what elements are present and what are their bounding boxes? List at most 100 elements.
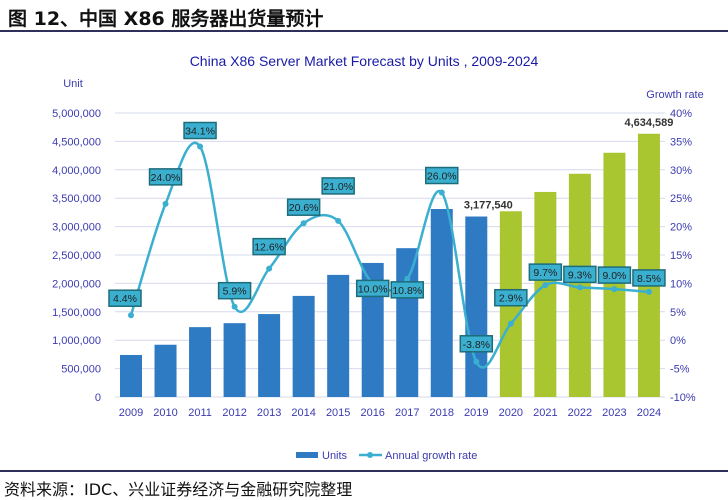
figure-title: 图 12、中国 X86 服务器出货量预计 — [8, 8, 324, 30]
bar-value-label: 3,177,540 — [464, 200, 513, 212]
x-tick-label: 2014 — [291, 407, 315, 419]
growth-label-box — [425, 166, 459, 185]
growth-label-box — [528, 263, 563, 281]
y2-tick-label: 25% — [670, 193, 692, 205]
growth-label: 9.3% — [568, 269, 592, 281]
chart-title: China X86 Server Market Forecast by Unit… — [190, 53, 539, 69]
bar-2010 — [154, 344, 177, 397]
x-tick-label: 2016 — [360, 407, 384, 419]
bar-2017 — [396, 248, 419, 397]
y-tick-label: 2,000,000 — [52, 278, 101, 290]
growth-point-2024 — [645, 288, 652, 295]
growth-point-2017 — [404, 275, 411, 282]
growth-label: -3.8% — [463, 339, 490, 351]
y2-tick-label: 40% — [670, 108, 692, 120]
y2-tick-label: -10% — [670, 392, 696, 404]
x-tick-label: 2019 — [464, 407, 488, 419]
growth-label-box — [217, 281, 252, 300]
growth-point-2021 — [542, 282, 549, 289]
growth-point-2020 — [507, 320, 514, 327]
growth-label: 26.0% — [427, 171, 457, 183]
bar-2015 — [327, 274, 350, 397]
chart: China X86 Server Market Forecast by Unit… — [52, 53, 704, 462]
x-tick-label: 2012 — [222, 407, 246, 419]
y-tick-label: 3,000,000 — [52, 222, 101, 234]
bar-2011 — [189, 327, 212, 397]
bar-2024 — [637, 133, 660, 397]
bar-2014 — [292, 295, 315, 397]
x-tick-label: 2018 — [430, 407, 454, 419]
y-tick-label: 0 — [95, 392, 101, 404]
growth-label-box — [390, 281, 424, 299]
growth-label-box — [459, 335, 494, 353]
growth-point-2012 — [231, 303, 238, 310]
y-tick-label: 5,000,000 — [52, 108, 101, 120]
growth-label: 24.0% — [151, 172, 181, 184]
x-tick-label: 2015 — [326, 407, 350, 419]
growth-point-2009 — [128, 312, 134, 319]
legend-units-label: Units — [322, 450, 348, 462]
title-divider — [0, 30, 728, 32]
growth-label: 9.0% — [602, 270, 626, 282]
growth-label: 8.5% — [637, 273, 661, 285]
growth-label-box — [355, 279, 390, 298]
bar-2018 — [430, 208, 453, 397]
source-note: 资料来源：IDC、兴业证券经济与金融研究院整理 — [4, 480, 353, 499]
y-tick-label: 1,000,000 — [52, 335, 101, 347]
source-divider — [0, 470, 728, 472]
y2-tick-label: 20% — [670, 222, 692, 234]
growth-label: 34.1% — [185, 126, 215, 138]
y2-tick-label: -5% — [670, 364, 690, 376]
growth-point-2022 — [576, 284, 583, 291]
legend-growth-marker — [367, 452, 373, 458]
growth-label: 5.9% — [223, 286, 247, 298]
growth-point-2011 — [197, 143, 204, 150]
y2-axis-label: Growth rate — [646, 89, 703, 101]
growth-label-box — [597, 266, 632, 284]
bar-2019 — [465, 216, 488, 397]
growth-point-2013 — [266, 265, 273, 272]
y2-tick-label: 30% — [670, 165, 692, 177]
growth-label-box — [183, 121, 217, 140]
y-tick-label: 500,000 — [61, 364, 101, 376]
y2-tick-label: 0% — [670, 335, 686, 347]
growth-label: 2.9% — [499, 293, 523, 305]
growth-label-box — [321, 177, 355, 195]
growth-label: 10.0% — [358, 283, 388, 295]
bar-2013 — [258, 314, 281, 397]
growth-label: 21.0% — [323, 181, 353, 193]
growth-label-box — [286, 198, 321, 216]
bar-value-label: 4,634,589 — [624, 117, 673, 129]
growth-label: 4.4% — [113, 293, 137, 305]
legend-units-swatch — [296, 452, 318, 458]
bar-2021 — [534, 191, 557, 397]
y2-tick-label: 15% — [670, 250, 692, 262]
bar-2009 — [120, 354, 142, 397]
y-tick-label: 3,500,000 — [52, 193, 101, 205]
legend-growth-label: Annual growth rate — [385, 450, 477, 462]
y-tick-label: 1,500,000 — [52, 307, 101, 319]
growth-label: 20.6% — [289, 202, 319, 214]
growth-label: 9.7% — [533, 267, 557, 279]
x-tick-label: 2010 — [153, 407, 177, 419]
x-tick-label: 2020 — [499, 407, 523, 419]
y-tick-label: 4,500,000 — [52, 136, 101, 148]
x-tick-label: 2022 — [568, 407, 592, 419]
y2-tick-label: 35% — [670, 136, 692, 148]
y2-tick-label: 5% — [670, 307, 686, 319]
growth-label-box — [632, 269, 666, 287]
x-tick-label: 2023 — [602, 407, 626, 419]
x-tick-label: 2011 — [188, 407, 212, 419]
growth-label: 10.8% — [392, 285, 422, 297]
growth-point-2010 — [162, 200, 169, 207]
x-tick-label: 2017 — [395, 407, 419, 419]
x-tick-label: 2024 — [637, 407, 661, 419]
growth-point-2018 — [438, 189, 445, 196]
x-tick-label: 2009 — [119, 407, 143, 419]
y-axis-label: Unit — [63, 78, 83, 90]
x-tick-label: 2021 — [533, 407, 557, 419]
growth-label-box — [148, 168, 183, 186]
y-tick-label: 2,500,000 — [52, 250, 101, 262]
growth-point-2019 — [473, 358, 480, 365]
growth-label-box — [108, 289, 142, 307]
